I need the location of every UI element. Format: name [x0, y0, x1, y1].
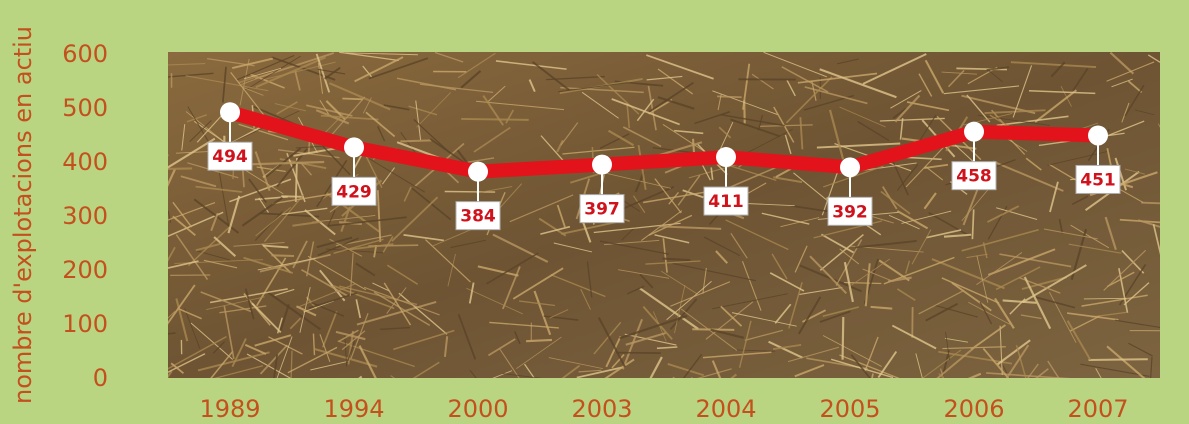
- straw: [526, 340, 552, 341]
- straw: [281, 196, 303, 197]
- straw: [616, 353, 660, 354]
- data-point: [716, 147, 736, 167]
- value-label: 397: [584, 200, 620, 220]
- value-label: 384: [460, 207, 496, 227]
- chart: nombre d'explotacions en actiu 0 100 200 30…: [0, 0, 1189, 424]
- value-label: 411: [708, 192, 744, 212]
- straw: [1089, 359, 1148, 360]
- y-tick-label: 0: [93, 364, 108, 392]
- data-point: [344, 137, 364, 157]
- x-tick-label: 2006: [943, 395, 1004, 423]
- data-point: [468, 162, 488, 182]
- straw: [400, 140, 431, 141]
- value-label: 494: [212, 147, 248, 167]
- y-tick-label: 200: [62, 256, 108, 284]
- x-tick-label: 2003: [571, 395, 632, 423]
- value-label: 451: [1080, 170, 1116, 190]
- straw: [461, 119, 528, 120]
- straw: [843, 317, 844, 360]
- data-point: [840, 157, 860, 177]
- value-label: 392: [832, 202, 868, 222]
- straw: [342, 99, 363, 100]
- data-point: [592, 155, 612, 175]
- data-point: [220, 102, 240, 122]
- value-label: 429: [336, 182, 372, 202]
- y-axis-label: nombre d'explotacions en actiu: [9, 26, 37, 404]
- x-tick-label: 2000: [447, 395, 508, 423]
- x-tick-label: 2007: [1067, 395, 1128, 423]
- x-tick-label: 2004: [695, 395, 756, 423]
- value-label: 458: [956, 167, 992, 187]
- straw: [1084, 298, 1126, 299]
- data-point: [964, 122, 984, 142]
- y-tick-label: 400: [62, 148, 108, 176]
- y-tick-label: 300: [62, 202, 108, 230]
- y-tick-label: 600: [62, 40, 108, 68]
- x-tick-label: 2005: [819, 395, 880, 423]
- y-tick-label: 500: [62, 94, 108, 122]
- straw: [271, 255, 294, 256]
- x-tick-label: 1989: [199, 395, 260, 423]
- y-tick-label: 100: [62, 310, 108, 338]
- data-point: [1088, 125, 1108, 145]
- x-tick-label: 1994: [323, 395, 384, 423]
- straw: [445, 192, 495, 193]
